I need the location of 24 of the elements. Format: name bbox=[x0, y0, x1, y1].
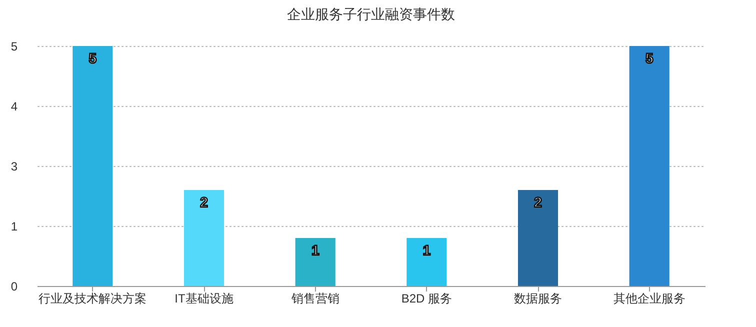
data-label: 1 bbox=[422, 242, 431, 258]
data-label: 2 bbox=[200, 194, 208, 210]
bar bbox=[406, 238, 447, 286]
x-tick-label: 销售营销 bbox=[290, 292, 340, 306]
bar bbox=[184, 190, 224, 286]
y-tick-label: 3 bbox=[10, 160, 18, 174]
x-tick-label: B2D 服务 bbox=[401, 292, 452, 306]
bar bbox=[518, 190, 558, 286]
x-tick-label: 其他企业服务 bbox=[613, 292, 686, 306]
bar bbox=[72, 46, 113, 286]
bar bbox=[629, 46, 670, 286]
data-label: 2 bbox=[534, 194, 542, 210]
y-tick-label: 5 bbox=[10, 40, 18, 54]
bar bbox=[295, 238, 336, 286]
x-tick-label: 行业及技术解决方案 bbox=[38, 292, 147, 306]
x-tick-label: IT基础设施 bbox=[174, 292, 234, 306]
chart-title: 企业服务子行业融资事件数 bbox=[287, 6, 455, 22]
y-tick-label: 1 bbox=[10, 220, 18, 234]
y-tick-label: 4 bbox=[10, 100, 18, 114]
data-label: 5 bbox=[645, 50, 654, 66]
data-label: 1 bbox=[311, 242, 320, 258]
y-tick-label: 0 bbox=[10, 280, 18, 294]
x-tick-label: 数据服务 bbox=[514, 292, 562, 306]
data-label: 5 bbox=[88, 50, 97, 66]
